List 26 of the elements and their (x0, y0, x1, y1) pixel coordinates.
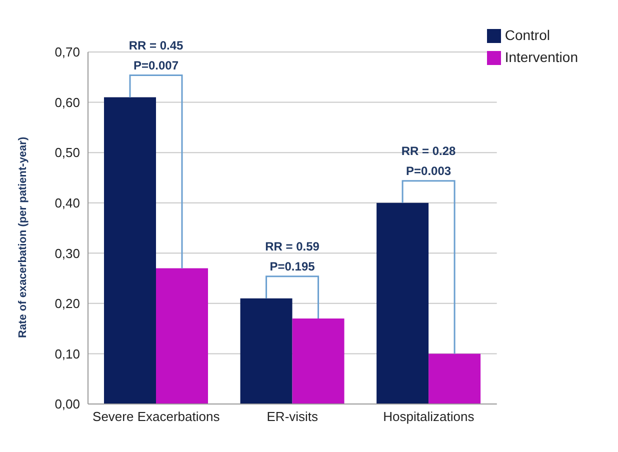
annotation: P=0.007 (133, 58, 179, 72)
legend-label: Control (504, 27, 550, 43)
y-tick-label: 0,30 (54, 246, 80, 261)
y-tick-label: 0,40 (54, 195, 80, 210)
y-axis-title: Rate of exacerbation (per patient-year) (16, 136, 29, 338)
y-tick-label: 0,20 (54, 296, 80, 312)
bar (240, 298, 292, 404)
legend-label: Intervention (504, 49, 578, 65)
annotation: P=0.195 (270, 259, 316, 274)
bar (156, 268, 208, 404)
annotation: RR = 0.45 (128, 38, 184, 52)
y-tick-label: 0,00 (54, 396, 80, 412)
y-tick-label: 0,70 (54, 44, 80, 60)
y-tick-label: 0,60 (54, 94, 80, 110)
bar (428, 354, 481, 404)
bar (292, 318, 344, 404)
y-tick-label: 0,10 (54, 346, 80, 362)
x-tick-label: Hospitalizations (383, 409, 475, 424)
y-tick-label: 0,50 (54, 145, 80, 160)
bar (104, 97, 156, 404)
annotation: P=0.003 (406, 164, 452, 178)
annotation: RR = 0.59 (265, 239, 320, 254)
x-tick-label: ER-visits (266, 409, 319, 424)
annotation: RR = 0.28 (401, 144, 456, 158)
x-tick-label: Severe Exacerbations (92, 409, 220, 424)
bar (376, 202, 429, 404)
